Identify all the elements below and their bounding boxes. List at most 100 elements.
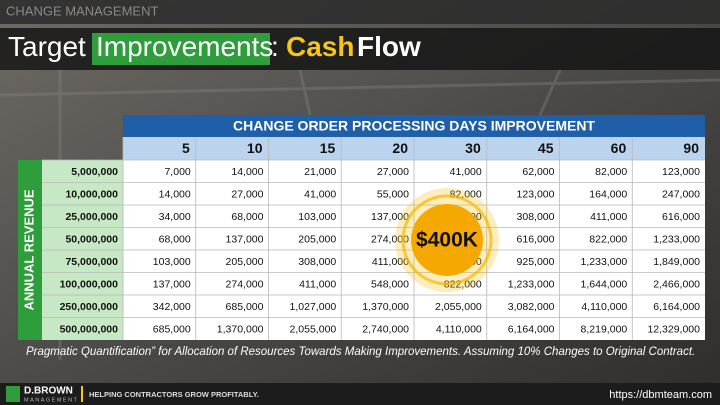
- column-label: 5: [182, 140, 190, 156]
- table: CHANGE ORDER PROCESSING DAYS IMPROVEMENT…: [18, 115, 705, 340]
- table-cell: 103,000: [153, 256, 191, 268]
- table-cell: 55,000: [377, 189, 409, 201]
- table-cell: 1,233,000: [581, 256, 628, 268]
- title-rest: Flow: [357, 31, 421, 62]
- table-cell: 82,000: [595, 166, 627, 178]
- column-label: 15: [320, 140, 336, 156]
- table-cell: 616,000: [662, 211, 700, 223]
- row-header: ANNUAL REVENUE: [21, 189, 36, 310]
- table-cell: 6,164,000: [508, 324, 555, 336]
- logo-mark: [6, 386, 20, 402]
- table-cell: 1,370,000: [217, 324, 264, 336]
- table-cell: 247,000: [662, 189, 700, 201]
- table-cell: 342,000: [153, 301, 191, 313]
- table-cell: 4,110,000: [581, 301, 627, 313]
- title: Target Improvements : Cash Flow: [8, 31, 421, 62]
- table-cell: 27,000: [377, 166, 409, 178]
- revenue-label: 25,000,000: [65, 211, 118, 223]
- title-separator: :: [271, 31, 279, 62]
- table-cell: 41,000: [450, 166, 482, 178]
- table-cell: 6,164,000: [653, 301, 700, 313]
- table-cell: 123,000: [662, 166, 700, 178]
- column-header: CHANGE ORDER PROCESSING DAYS IMPROVEMENT: [233, 118, 595, 134]
- revenue-label: 250,000,000: [60, 301, 119, 313]
- table-cell: 411,000: [299, 279, 336, 291]
- table-cell: 1,027,000: [290, 301, 337, 313]
- caption: Pragmatic Quantification” for Allocation…: [26, 346, 695, 358]
- column-label: 10: [247, 140, 263, 156]
- badge: $400K: [395, 188, 499, 292]
- revenue-label: 75,000,000: [65, 256, 118, 268]
- section-bar: [0, 0, 720, 24]
- revenue-label: 5,000,000: [71, 166, 118, 178]
- table-cell: 68,000: [159, 234, 191, 246]
- revenue-label: 500,000,000: [60, 324, 119, 336]
- table-cell: 548,000: [371, 279, 409, 291]
- table-cell: 41,000: [304, 189, 336, 201]
- table-cell: 1,233,000: [653, 234, 700, 246]
- table-cell: 2,740,000: [362, 324, 409, 336]
- table-cell: 274,000: [371, 234, 409, 246]
- table-cell: 137,000: [226, 234, 264, 246]
- table-cell: 2,466,000: [653, 279, 700, 291]
- table-cell: 12,329,000: [647, 324, 700, 336]
- table-cell: 4,110,000: [436, 324, 482, 336]
- table-cell: 137,000: [371, 211, 409, 223]
- table-cell: 205,000: [226, 256, 264, 268]
- table-cell: 616,000: [517, 234, 555, 246]
- brand-sub: MANAGEMENT: [24, 397, 78, 403]
- table-cell: 411,000: [590, 211, 627, 223]
- table-cell: 822,000: [589, 234, 627, 246]
- table-cell: 62,000: [522, 166, 554, 178]
- table-cell: 1,233,000: [508, 279, 555, 291]
- revenue-label: 10,000,000: [65, 189, 118, 201]
- table-cell: 14,000: [159, 189, 191, 201]
- table-cell: 1,849,000: [653, 256, 700, 268]
- column-header-band: [123, 115, 705, 137]
- table-cell: 685,000: [226, 301, 264, 313]
- table-cell: 1,644,000: [581, 279, 628, 291]
- title-accent: Cash: [286, 31, 354, 62]
- url[interactable]: https://dbmteam.com: [609, 389, 712, 401]
- table-cell: 411,000: [372, 256, 409, 268]
- table-cell: 2,055,000: [290, 324, 337, 336]
- column-label: 20: [392, 140, 408, 156]
- title-prefix: Target: [8, 31, 86, 62]
- table-cell: 205,000: [298, 234, 336, 246]
- section-label: CHANGE MANAGEMENT: [6, 3, 158, 18]
- tagline: HELPING CONTRACTORS GROW PROFITABLY.: [89, 390, 259, 399]
- column-label: 30: [465, 140, 481, 156]
- table-cell: 308,000: [298, 256, 336, 268]
- badge-label: $400K: [416, 229, 478, 252]
- table-cell: 21,000: [304, 166, 336, 178]
- table-cell: 123,000: [517, 189, 555, 201]
- column-label: 60: [611, 140, 627, 156]
- table-cell: 14,000: [231, 166, 263, 178]
- table-cell: 1,370,000: [362, 301, 409, 313]
- title-highlight: Improvements: [96, 31, 273, 62]
- badge-circle: [411, 204, 483, 276]
- table-cell: 164,000: [589, 189, 627, 201]
- table-cell: 68,000: [231, 211, 263, 223]
- table-cell: 137,000: [153, 279, 191, 291]
- table-cell: 103,000: [298, 211, 336, 223]
- column-label: 90: [683, 140, 699, 156]
- table-cell: 34,000: [159, 211, 191, 223]
- revenue-label: 50,000,000: [65, 234, 118, 246]
- title-highlight-box: [92, 33, 270, 65]
- table-cell: 2,055,000: [435, 301, 482, 313]
- table-cell: 7,000: [164, 166, 190, 178]
- brand: D.BROWN: [24, 386, 73, 397]
- revenue-label: 100,000,000: [60, 279, 119, 291]
- table-cell: 8,219,000: [581, 324, 628, 336]
- column-label: 45: [538, 140, 554, 156]
- table-cell: 822,000: [444, 279, 482, 291]
- footer-bar: [0, 383, 720, 405]
- table-cell: 308,000: [517, 211, 555, 223]
- badge-ring: [401, 194, 493, 286]
- row-header-band: [18, 160, 42, 340]
- table-cell: 27,000: [231, 189, 263, 201]
- table-cell: 685,000: [153, 324, 191, 336]
- table-cell: 274,000: [226, 279, 264, 291]
